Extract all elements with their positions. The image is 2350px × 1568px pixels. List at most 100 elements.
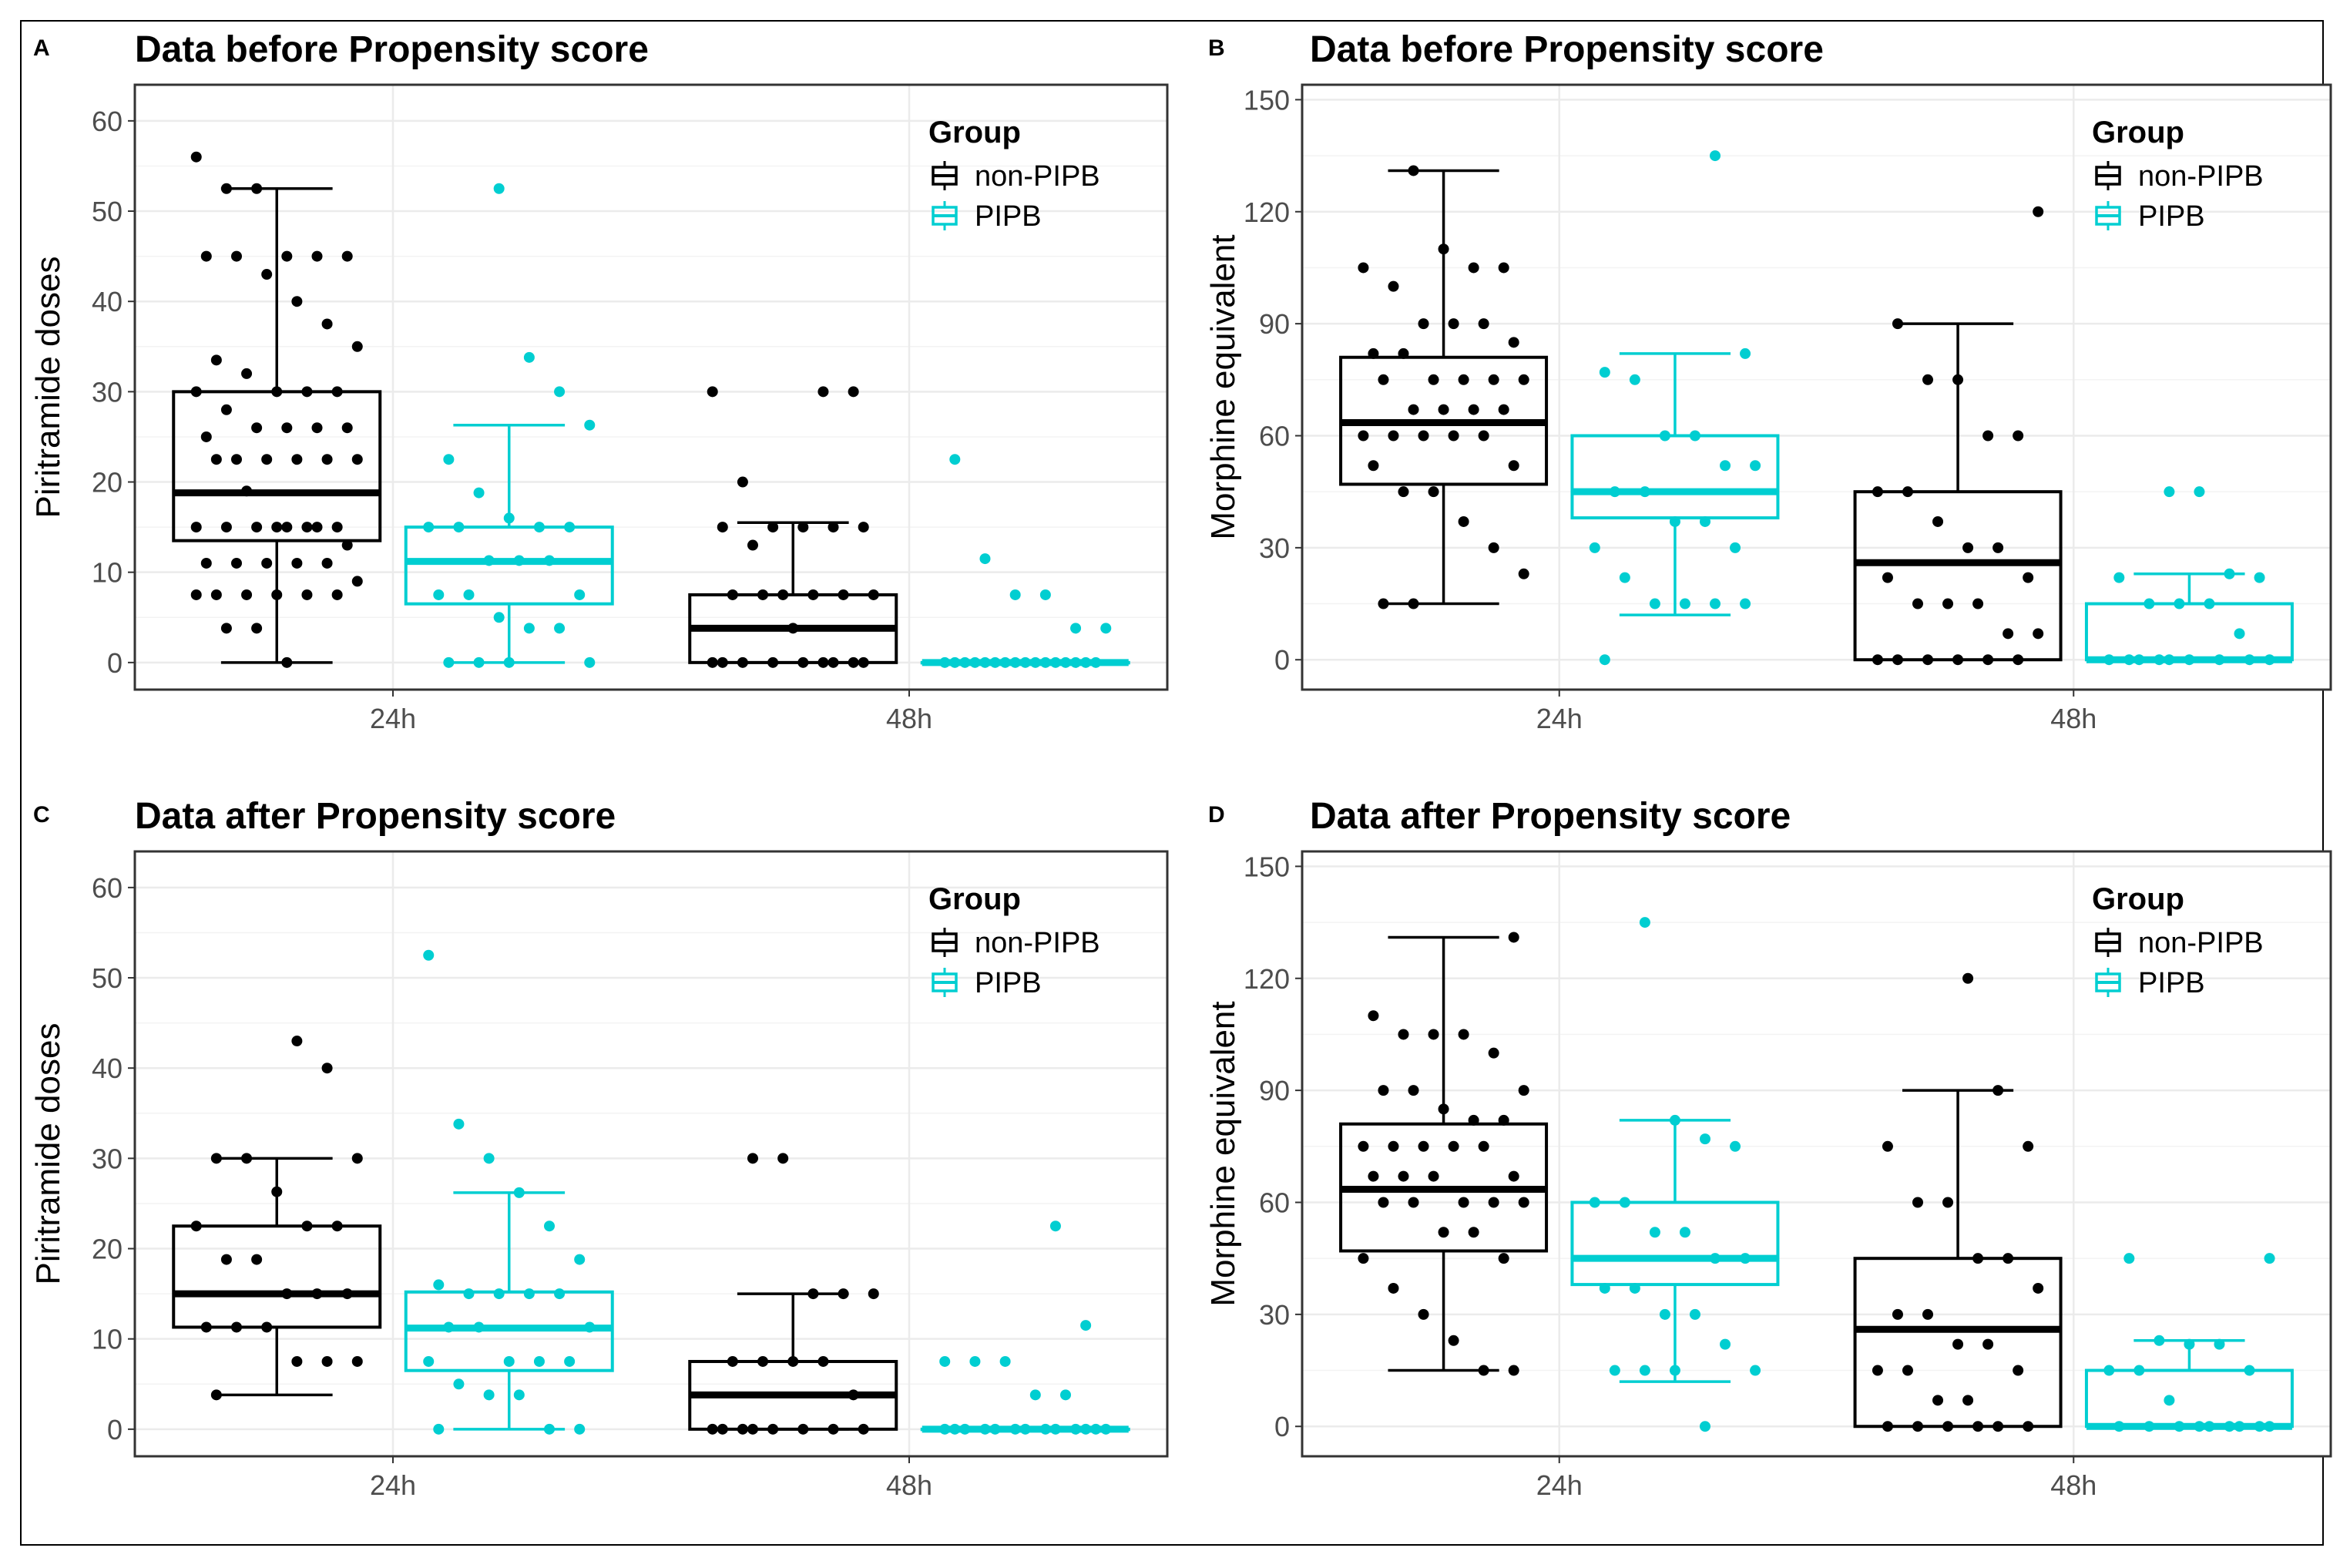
data-point xyxy=(1488,1047,1499,1059)
data-point xyxy=(969,656,981,668)
data-point xyxy=(311,522,323,533)
data-point xyxy=(433,1279,445,1291)
data-point xyxy=(1589,542,1600,553)
data-point xyxy=(2103,654,2115,666)
data-point xyxy=(261,1321,273,1333)
data-point xyxy=(503,1355,515,1367)
panel-letter: B xyxy=(1208,35,1225,61)
chart-title: Data after Propensity score xyxy=(135,796,616,837)
data-point xyxy=(817,656,829,668)
data-point xyxy=(251,183,263,194)
y-tick-label: 120 xyxy=(1244,963,1290,995)
data-point xyxy=(493,612,505,623)
data-point xyxy=(341,1288,353,1300)
data-point xyxy=(1458,1029,1469,1040)
data-point xyxy=(858,656,869,668)
legend-label-non-pipb: non-PIPB xyxy=(2138,160,2264,193)
data-point xyxy=(1408,1197,1419,1208)
data-point xyxy=(1942,598,1954,609)
data-point xyxy=(453,1378,465,1390)
data-point xyxy=(463,589,475,600)
data-point xyxy=(544,555,556,566)
data-point xyxy=(311,422,323,434)
panel-letter: D xyxy=(1208,802,1225,828)
data-point xyxy=(1080,1423,1092,1435)
data-point xyxy=(523,351,535,363)
data-point xyxy=(1039,589,1051,600)
data-point xyxy=(574,1254,586,1265)
data-point xyxy=(1358,262,1369,274)
data-point xyxy=(230,557,242,569)
data-point xyxy=(1992,1085,2004,1096)
data-point xyxy=(1992,542,2004,553)
data-point xyxy=(533,522,545,533)
y-axis-title: Morphine equivalent xyxy=(1204,1001,1242,1306)
data-point xyxy=(423,522,435,533)
data-point xyxy=(1488,1197,1499,1208)
legend-label-non-pipb: non-PIPB xyxy=(975,160,1100,193)
data-point xyxy=(1609,486,1620,498)
data-point xyxy=(1478,318,1489,330)
data-point xyxy=(423,949,435,961)
data-point xyxy=(331,1220,343,1232)
data-point xyxy=(1428,374,1439,385)
data-point xyxy=(828,656,839,668)
legend: Group non-PIPB PIPB xyxy=(928,882,1100,999)
data-point xyxy=(2214,654,2225,666)
data-point xyxy=(351,1153,363,1164)
data-point xyxy=(979,553,991,565)
data-point xyxy=(1070,656,1082,668)
data-point xyxy=(1418,430,1429,442)
y-axis-title: Piritramide doses xyxy=(29,1023,67,1285)
data-point xyxy=(1518,568,1529,579)
data-point xyxy=(1599,367,1610,378)
data-point xyxy=(1478,430,1489,442)
data-point xyxy=(251,623,263,634)
data-point xyxy=(939,656,951,668)
data-point xyxy=(767,522,779,533)
data-point xyxy=(1508,337,1519,348)
data-point xyxy=(190,1220,202,1232)
chart-title: Data before Propensity score xyxy=(135,29,649,70)
data-point xyxy=(1418,318,1429,330)
data-point xyxy=(301,589,313,600)
x-tick-label: 24h xyxy=(370,1469,416,1501)
data-point xyxy=(311,250,323,262)
data-point xyxy=(1872,486,1883,498)
data-point xyxy=(1388,430,1399,442)
data-point xyxy=(2174,598,2185,609)
data-point xyxy=(271,522,283,533)
data-point xyxy=(1498,404,1509,415)
data-point xyxy=(341,539,353,551)
boxplot-pipb-48h xyxy=(2084,1253,2294,1432)
box-iqr xyxy=(1853,1257,2063,1429)
data-point xyxy=(757,589,769,600)
data-point xyxy=(1428,1029,1439,1040)
data-point xyxy=(1882,1421,1893,1432)
data-point xyxy=(989,656,1001,668)
data-point xyxy=(1070,623,1082,634)
panel-border xyxy=(1301,83,2332,691)
data-point xyxy=(1720,1338,1731,1350)
data-point xyxy=(321,1063,333,1074)
data-point xyxy=(2144,598,2155,609)
y-tick-label: 90 xyxy=(1259,308,1290,340)
data-point xyxy=(1388,280,1399,292)
data-point xyxy=(1942,1197,1954,1208)
data-point xyxy=(1358,430,1369,442)
data-point xyxy=(1962,972,1974,984)
data-point xyxy=(1090,1423,1102,1435)
data-point xyxy=(1972,1421,1984,1432)
y-tick-label: 40 xyxy=(92,286,123,317)
data-point xyxy=(1488,374,1499,385)
data-point xyxy=(707,1423,718,1435)
data-point xyxy=(503,512,515,524)
data-point xyxy=(1019,1423,1031,1435)
data-point xyxy=(2033,628,2044,640)
data-point xyxy=(341,422,353,434)
y-tick-label: 30 xyxy=(92,1143,123,1174)
y-tick-label: 0 xyxy=(107,1414,123,1445)
data-point xyxy=(1498,262,1509,274)
data-point xyxy=(2023,1421,2034,1432)
data-point xyxy=(351,341,363,352)
